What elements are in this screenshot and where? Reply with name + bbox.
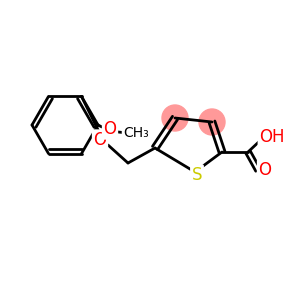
Text: O: O [94,131,106,149]
Text: O: O [259,161,272,179]
Text: O: O [103,120,116,138]
Circle shape [162,105,188,131]
Text: S: S [192,166,202,184]
Circle shape [199,109,225,135]
Text: OH: OH [259,128,285,146]
Text: CH₃: CH₃ [123,126,149,140]
